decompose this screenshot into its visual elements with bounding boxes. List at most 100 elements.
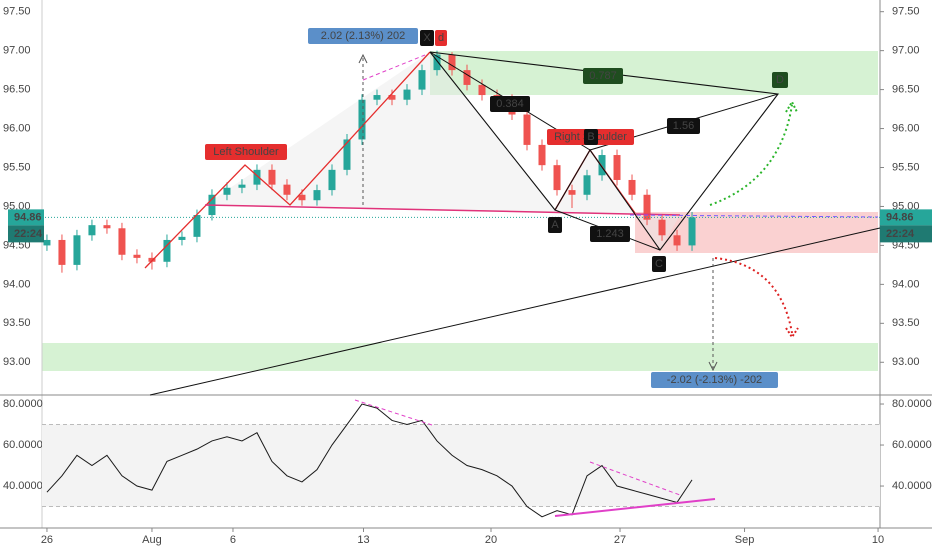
candle-body (223, 187, 231, 195)
price-badge-label: 94.86 (886, 211, 914, 223)
price-badge (8, 209, 44, 226)
y-tick-label: 93.00 (3, 356, 31, 368)
neckline (204, 204, 681, 216)
x-tick-label: 10 (872, 534, 884, 546)
y-tick-label: 40.0000 (892, 480, 932, 492)
candle-body (598, 155, 606, 176)
y-tick-label: 80.0000 (3, 398, 43, 410)
candle-body (358, 99, 366, 140)
y-tick-label: 60.0000 (892, 439, 932, 451)
annotation-box (583, 68, 623, 84)
x-tick-label: 6 (230, 534, 236, 546)
annotation-box (652, 256, 666, 272)
candle-body (553, 165, 561, 191)
target-zone (430, 51, 878, 95)
annotation-label: Left Shoulder (213, 146, 279, 158)
y-tick-label: 94.00 (3, 278, 31, 290)
y-tick-label: 93.50 (892, 317, 920, 329)
candle-body (328, 169, 336, 191)
stop-zone (635, 212, 878, 253)
candle-body (688, 217, 696, 246)
y-tick-label: 95.50 (892, 161, 920, 173)
annotation-box (772, 72, 788, 88)
rsi-divergence (589, 461, 681, 496)
candle-body (463, 70, 471, 85)
annotation-label: C (655, 258, 663, 270)
annotation-label: 1.56 (673, 120, 694, 132)
x-tick-label: 27 (614, 534, 626, 546)
candle-body (478, 84, 486, 96)
annotation-box (435, 30, 447, 46)
candle-body (58, 239, 66, 265)
y-tick-label: 96.50 (3, 84, 31, 96)
candle-body (268, 169, 276, 185)
annotation-box (548, 217, 562, 233)
candle-body (538, 144, 546, 166)
candle-body (148, 257, 156, 262)
y-tick-label: 60.0000 (3, 439, 43, 451)
candle-body (88, 225, 96, 236)
candle-body (658, 219, 666, 236)
y-tick-label: 40.0000 (3, 480, 43, 492)
candle-body (613, 155, 621, 180)
y-tick-label: 93.00 (892, 356, 920, 368)
annotation-box (205, 144, 287, 160)
x-tick-label: Sep (735, 534, 755, 546)
annotation-label: 1.243 (596, 228, 624, 240)
annotation-box (490, 96, 530, 112)
candle-body (193, 215, 201, 237)
target-zone (42, 343, 878, 371)
annotation-label: B (587, 131, 594, 143)
candle-body (133, 254, 141, 258)
candle-body (253, 169, 261, 185)
candle-body (298, 194, 306, 201)
y-tick-label: 97.00 (3, 45, 31, 57)
annotation-box (651, 372, 778, 388)
measure-line (629, 214, 879, 218)
annotation-label: -2.02 (-2.13%) -202 (667, 374, 762, 386)
x-tick-label: 26 (41, 534, 53, 546)
y-tick-label: 93.50 (3, 317, 31, 329)
annotation-box (420, 30, 434, 46)
candle-body (448, 54, 456, 71)
rsi-trend (554, 498, 716, 517)
y-tick-label: 80.0000 (892, 398, 932, 410)
candle-body (583, 175, 591, 195)
candle-body (433, 54, 441, 71)
y-tick-label: 97.00 (892, 45, 920, 57)
y-tick-label: 96.00 (892, 122, 920, 134)
x-tick-label: 20 (485, 534, 497, 546)
candle-body (313, 190, 321, 201)
y-tick-label: 94.00 (892, 278, 920, 290)
candle-body (103, 225, 111, 229)
measure-arrow (358, 53, 368, 64)
candle-body (568, 190, 576, 195)
annotation-box (584, 129, 598, 145)
harmonic-pattern (429, 51, 780, 251)
candle-body (373, 95, 381, 100)
candle-body (163, 239, 171, 262)
candle-body (673, 235, 681, 246)
annotation-label: A (551, 219, 559, 231)
candle-body (283, 184, 291, 195)
y-tick-label: 97.50 (3, 6, 31, 18)
y-tick-label: 97.50 (892, 6, 920, 18)
y-tick-label: 95.00 (3, 200, 31, 212)
price-badge-label: 94.86 (14, 211, 42, 223)
annotation-box (590, 226, 630, 242)
annotation-label: 0.787 (589, 70, 617, 82)
trend-line (149, 227, 881, 396)
annotation-label: d (438, 32, 444, 44)
candle-body (418, 70, 426, 90)
annotation-label: D (776, 74, 784, 86)
annotation-box (308, 28, 418, 44)
candle-body (403, 89, 411, 100)
projection-up (709, 104, 793, 206)
candle-body (343, 139, 351, 170)
annotation-box (667, 118, 700, 134)
x-tick-label: 13 (357, 534, 369, 546)
annotation-label: X (423, 32, 431, 44)
countdown-label: 22:24 (886, 228, 915, 240)
